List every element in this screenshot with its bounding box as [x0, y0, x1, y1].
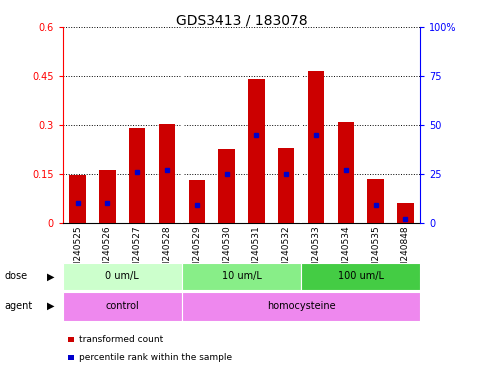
Bar: [338, 121, 354, 223]
Bar: [63, 292, 182, 321]
Bar: [63, 263, 182, 290]
Bar: [248, 79, 265, 223]
Text: GDS3413 / 183078: GDS3413 / 183078: [176, 13, 307, 27]
Text: agent: agent: [5, 301, 33, 311]
Bar: [368, 179, 384, 223]
Bar: [70, 175, 86, 223]
Bar: [129, 128, 145, 223]
Bar: [182, 292, 420, 321]
Text: 100 um/L: 100 um/L: [338, 271, 384, 281]
Bar: [308, 71, 324, 223]
Text: ▶: ▶: [47, 301, 55, 311]
Text: homocysteine: homocysteine: [267, 301, 335, 311]
Text: ▶: ▶: [47, 271, 55, 281]
Text: 10 um/L: 10 um/L: [222, 271, 261, 281]
Bar: [182, 263, 301, 290]
Bar: [189, 180, 205, 223]
Bar: [218, 149, 235, 223]
Text: 0 um/L: 0 um/L: [105, 271, 139, 281]
Text: transformed count: transformed count: [79, 335, 163, 344]
Bar: [278, 148, 294, 223]
Text: dose: dose: [5, 271, 28, 281]
Bar: [99, 169, 115, 223]
Text: control: control: [105, 301, 139, 311]
Bar: [301, 263, 420, 290]
Text: percentile rank within the sample: percentile rank within the sample: [79, 353, 232, 362]
Bar: [159, 124, 175, 223]
Bar: [397, 203, 413, 223]
